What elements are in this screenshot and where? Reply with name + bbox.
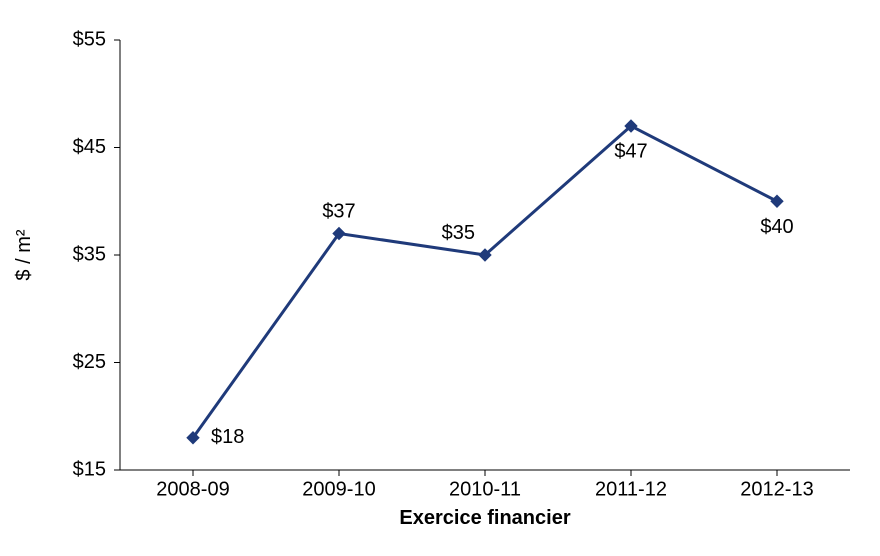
x-tick-label: 2011-12 [595,479,667,501]
x-tick-label: 2008-09 [156,479,229,501]
y-tick-label: $45 [73,136,106,158]
data-label: $35 [442,222,475,244]
y-tick-label: $15 [73,458,106,480]
x-tick-label: 2012-13 [740,479,813,501]
data-label: $40 [760,216,793,238]
data-label: $37 [322,201,355,223]
x-tick-label: 2009-10 [302,479,375,501]
y-tick-label: $55 [73,28,106,50]
data-label: $18 [211,426,244,448]
chart-container: $15 $25 $35 $45 $55 2008-09 2009-10 2010-11 2011… [0,0,880,556]
y-tick-label: $25 [73,351,106,373]
y-tick-label: $35 [73,243,106,265]
y-axis-title: $ / m² [13,229,35,280]
series-line [193,126,777,438]
axes: $15 $25 $35 $45 $55 2008-09 2009-10 2010-11 2011… [73,28,850,500]
data-marker [771,195,783,207]
data-label: $47 [614,141,647,163]
x-axis-title: Exercice financier [399,507,570,529]
x-tick-label: 2010-11 [449,479,521,501]
line-chart: $15 $25 $35 $45 $55 2008-09 2009-10 2010-11 2011… [0,0,880,556]
